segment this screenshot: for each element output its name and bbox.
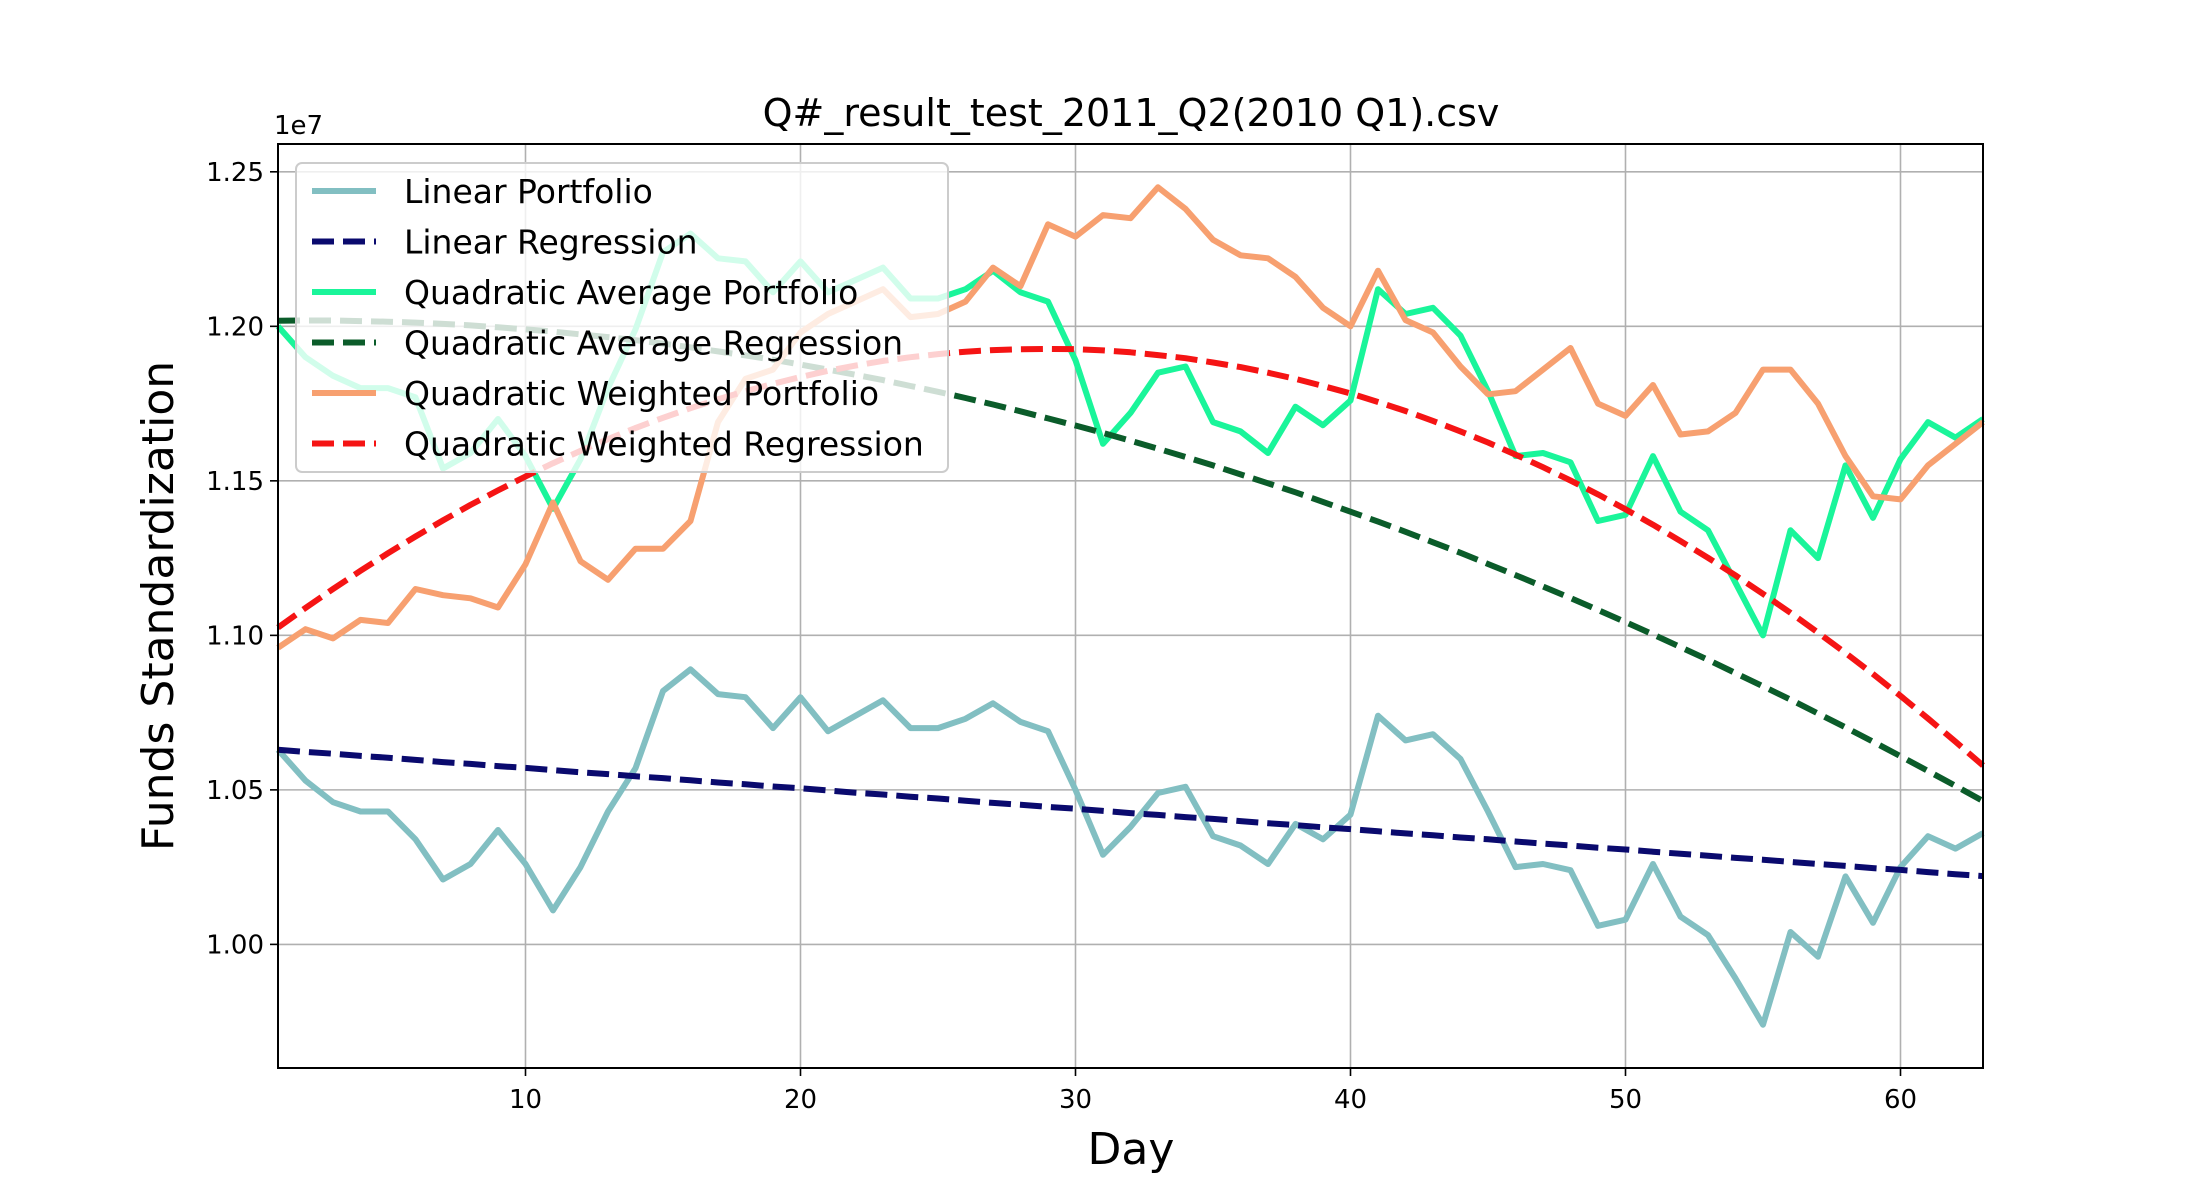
y-tick-label: 1.00 bbox=[206, 930, 264, 960]
legend-label: Quadratic Average Portfolio bbox=[404, 273, 858, 312]
y-tick-label: 1.05 bbox=[206, 776, 264, 806]
y-tick-label: 1.20 bbox=[206, 312, 264, 342]
legend: Linear Portfolio Linear Regression Quadrat… bbox=[295, 162, 949, 473]
x-axis: 10 20 30 40 50 60 bbox=[509, 1068, 1917, 1115]
y-axis-label: Funds Standardization bbox=[133, 361, 184, 851]
legend-label: Quadratic Weighted Regression bbox=[404, 425, 924, 464]
x-tick-label: 20 bbox=[784, 1085, 817, 1115]
grid bbox=[278, 144, 1983, 1068]
y-tick-label: 1.25 bbox=[206, 158, 264, 188]
x-tick-label: 30 bbox=[1059, 1085, 1092, 1115]
plot-area-frame bbox=[277, 143, 1984, 1069]
x-axis-label: Day bbox=[1088, 1124, 1175, 1175]
legend-box bbox=[295, 162, 949, 473]
y-tick-label: 1.15 bbox=[206, 467, 264, 497]
x-tick-label: 60 bbox=[1884, 1085, 1917, 1115]
chart-title: Q#_result_test_2011_Q2(2010 Q1).csv bbox=[763, 91, 1500, 135]
legend-label: Linear Portfolio bbox=[404, 172, 653, 211]
x-tick-label: 10 bbox=[509, 1085, 542, 1115]
legend-label: Quadratic Average Regression bbox=[404, 324, 903, 363]
y-offset-label: 1e7 bbox=[274, 111, 323, 141]
x-tick-label: 40 bbox=[1334, 1085, 1367, 1115]
y-axis: 1.00 1.05 1.10 1.15 1.20 1.25 bbox=[206, 158, 278, 960]
series-line-linear-regression bbox=[277, 746, 1984, 880]
series-line-linear-portfolio bbox=[275, 666, 1985, 1028]
legend-label: Linear Regression bbox=[404, 223, 698, 262]
series-line-quadratic-average-portfolio bbox=[275, 230, 1985, 639]
x-tick-label: 50 bbox=[1609, 1085, 1642, 1115]
y-tick-label: 1.10 bbox=[206, 621, 264, 651]
legend-label: Quadratic Weighted Portfolio bbox=[404, 374, 879, 413]
series-line-quadratic-weighted-portfolio bbox=[276, 184, 1985, 651]
